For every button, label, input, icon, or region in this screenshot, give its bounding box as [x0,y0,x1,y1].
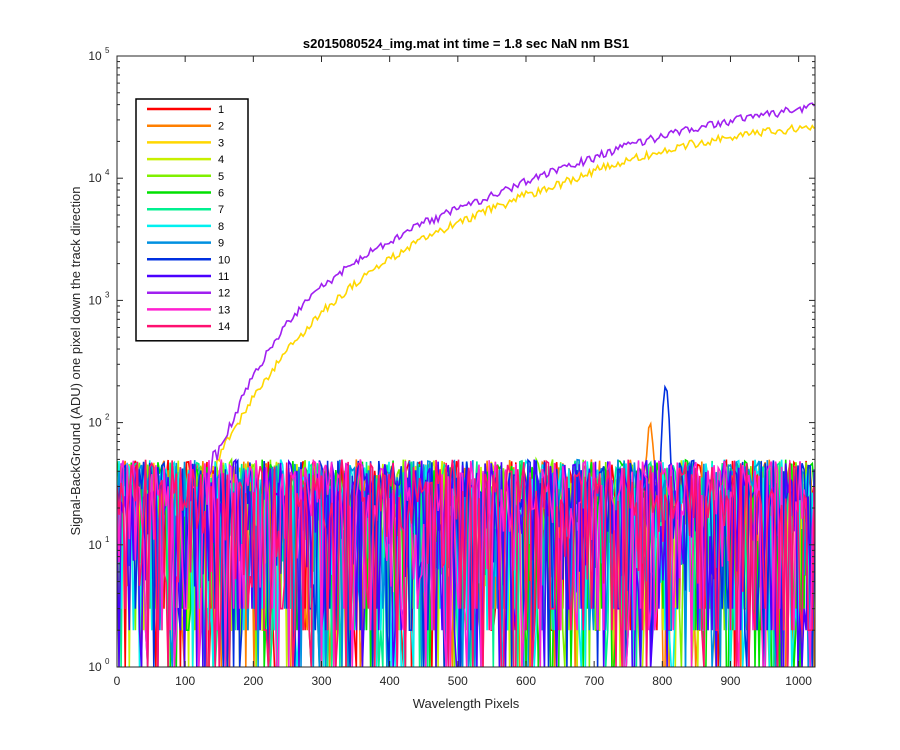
legend-label-5: 5 [218,171,224,183]
x-tick-label: 600 [516,674,536,688]
x-tick-label: 700 [584,674,604,688]
x-tick-label: 500 [448,674,468,688]
legend-label-1: 1 [218,104,224,116]
series-line-13 [117,459,815,667]
legend-label-7: 7 [218,204,224,216]
legend-label-11: 11 [218,271,229,283]
x-tick-label: 300 [311,674,331,688]
y-axis-label: Signal-BackGround (ADU) one pixel down t… [68,186,83,535]
legend-label-2: 2 [218,121,224,133]
axes-box [116,55,816,668]
x-tick-label: 800 [652,674,672,688]
series-line-14 [117,459,815,667]
legend-label-9: 9 [218,238,224,250]
legend-label-13: 13 [218,304,230,316]
y-tick-label: 10 [88,660,102,674]
y-tick-exponent: 4 [105,168,110,177]
y-tick-label: 10 [88,538,102,552]
x-tick-label: 0 [114,674,121,688]
chart-title: s2015080524_img.mat int time = 1.8 sec N… [303,36,629,51]
y-tick-label: 10 [88,49,102,63]
x-axis-label: Wavelength Pixels [413,696,520,711]
y-tick-exponent: 1 [105,535,110,544]
x-tick-label: 100 [175,674,195,688]
series-line-12 [117,102,815,520]
y-tick-exponent: 3 [105,290,110,299]
y-tick-exponent: 0 [105,657,110,666]
legend-label-10: 10 [218,254,230,266]
series-line-3 [117,123,815,516]
legend-box [135,98,249,342]
legend-label-6: 6 [218,188,224,200]
x-tick-label: 1000 [785,674,812,688]
legend-label-4: 4 [218,154,224,166]
legend-label-12: 12 [218,288,230,300]
x-tick-label: 900 [720,674,740,688]
y-tick-exponent: 2 [105,413,110,422]
x-tick-label: 400 [380,674,400,688]
y-tick-exponent: 5 [105,46,110,55]
y-tick-label: 10 [88,416,102,430]
legend-label-8: 8 [218,221,224,233]
x-tick-label: 200 [243,674,263,688]
legend-label-3: 3 [218,137,224,149]
y-tick-label: 10 [88,293,102,307]
legend-label-14: 14 [218,321,230,333]
y-tick-label: 10 [88,171,102,185]
